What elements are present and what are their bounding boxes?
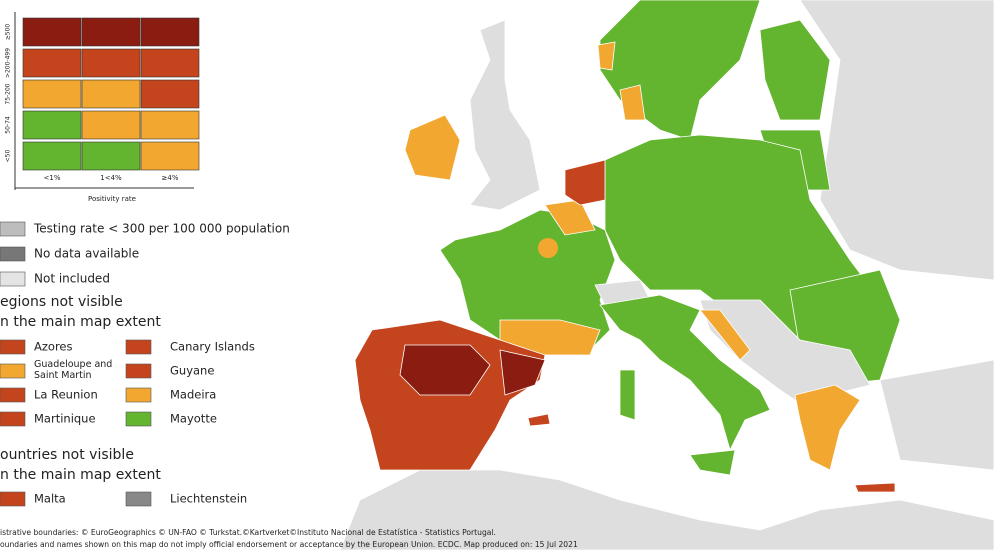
legend-label: Canary Islands <box>170 340 255 354</box>
africa <box>339 469 994 550</box>
legend-label: n the main map extent <box>0 314 161 330</box>
legend-swatch <box>0 271 26 287</box>
matrix-row-label: 50-74 <box>5 116 12 134</box>
matrix-cell <box>22 79 82 109</box>
matrix-cell <box>22 110 82 140</box>
legend-label-wrap: Guadeloupe and Saint Martin <box>34 359 113 381</box>
legend-swatch <box>0 221 26 237</box>
footer-note: istrative boundaries: © EuroGeographics … <box>0 528 496 537</box>
italy <box>599 294 771 452</box>
matrix-cell <box>140 141 200 171</box>
legend-label: Not included <box>34 272 110 286</box>
legend-label: Madeira <box>170 388 216 402</box>
legend-label: La Reunion <box>34 388 98 402</box>
matrix-cell <box>22 141 82 171</box>
legend-label: ountries not visible <box>0 447 134 463</box>
castile <box>399 344 491 396</box>
legend-swatch <box>125 491 152 507</box>
belgium <box>544 199 596 236</box>
legend-label: Azores <box>34 340 72 354</box>
matrix-column-label: ≥4% <box>162 174 179 182</box>
matrix-row-label: 75-200 <box>5 83 12 104</box>
legend-label: Martinique <box>34 412 96 426</box>
legend-label: Guadeloupe and Saint Martin <box>34 359 113 381</box>
matrix-cell <box>140 48 200 78</box>
matrix-cell <box>81 79 141 109</box>
legend-swatch <box>0 411 26 427</box>
paris <box>538 238 558 258</box>
norway-south <box>597 41 616 71</box>
scandinavia <box>599 0 761 141</box>
matrix-cell <box>22 17 82 47</box>
matrix-cell <box>140 79 200 109</box>
uk <box>469 19 541 211</box>
matrix-cell <box>81 141 141 171</box>
netherlands <box>564 159 606 206</box>
matrix-cell <box>81 17 141 47</box>
legend-swatch <box>0 387 26 403</box>
matrix-column-label: 1<4% <box>100 174 122 182</box>
legend-label: Mayotte <box>170 412 217 426</box>
crete <box>854 482 896 493</box>
matrix-row-label: <50 <box>5 149 12 162</box>
matrix-cell <box>22 48 82 78</box>
matrix-cell <box>140 17 200 47</box>
sicily <box>689 449 736 476</box>
russia <box>799 0 994 281</box>
legend-swatch <box>0 339 26 355</box>
legend-swatch <box>0 363 26 379</box>
legend-swatch <box>0 491 26 507</box>
legend-label: No data available <box>34 247 139 261</box>
legend-swatch <box>125 363 152 379</box>
croatia-coast <box>699 309 751 361</box>
map <box>339 0 994 550</box>
catalonia <box>499 349 546 396</box>
sardinia <box>619 369 636 421</box>
legend-swatch <box>125 387 152 403</box>
ireland <box>404 114 461 181</box>
legend-label: Liechtenstein <box>170 492 247 506</box>
finland <box>759 19 831 121</box>
balearics <box>527 413 551 427</box>
turkey <box>879 359 994 471</box>
denmark <box>619 84 646 121</box>
matrix-cell <box>81 48 141 78</box>
legend-label: egions not visible <box>0 294 123 310</box>
matrix-row-label: ≥500 <box>5 24 12 41</box>
legend-label: Malta <box>34 492 66 506</box>
legend-swatch <box>0 246 26 262</box>
matrix-cell <box>140 110 200 140</box>
legend-swatch <box>125 411 152 427</box>
greece <box>794 384 861 471</box>
matrix-cell <box>81 110 141 140</box>
legend-label: Testing rate < 300 per 100 000 populatio… <box>33 222 290 236</box>
legend-label: n the main map extent <box>0 467 161 483</box>
footer-note: oundaries and names shown on this map do… <box>0 540 578 549</box>
legend-swatch <box>125 339 152 355</box>
x-axis-title: Positivity rate <box>88 195 136 203</box>
matrix-column-label: <1% <box>44 174 61 182</box>
matrix-row-label: >200-499 <box>5 48 12 78</box>
legend-label: Guyane <box>170 364 214 378</box>
